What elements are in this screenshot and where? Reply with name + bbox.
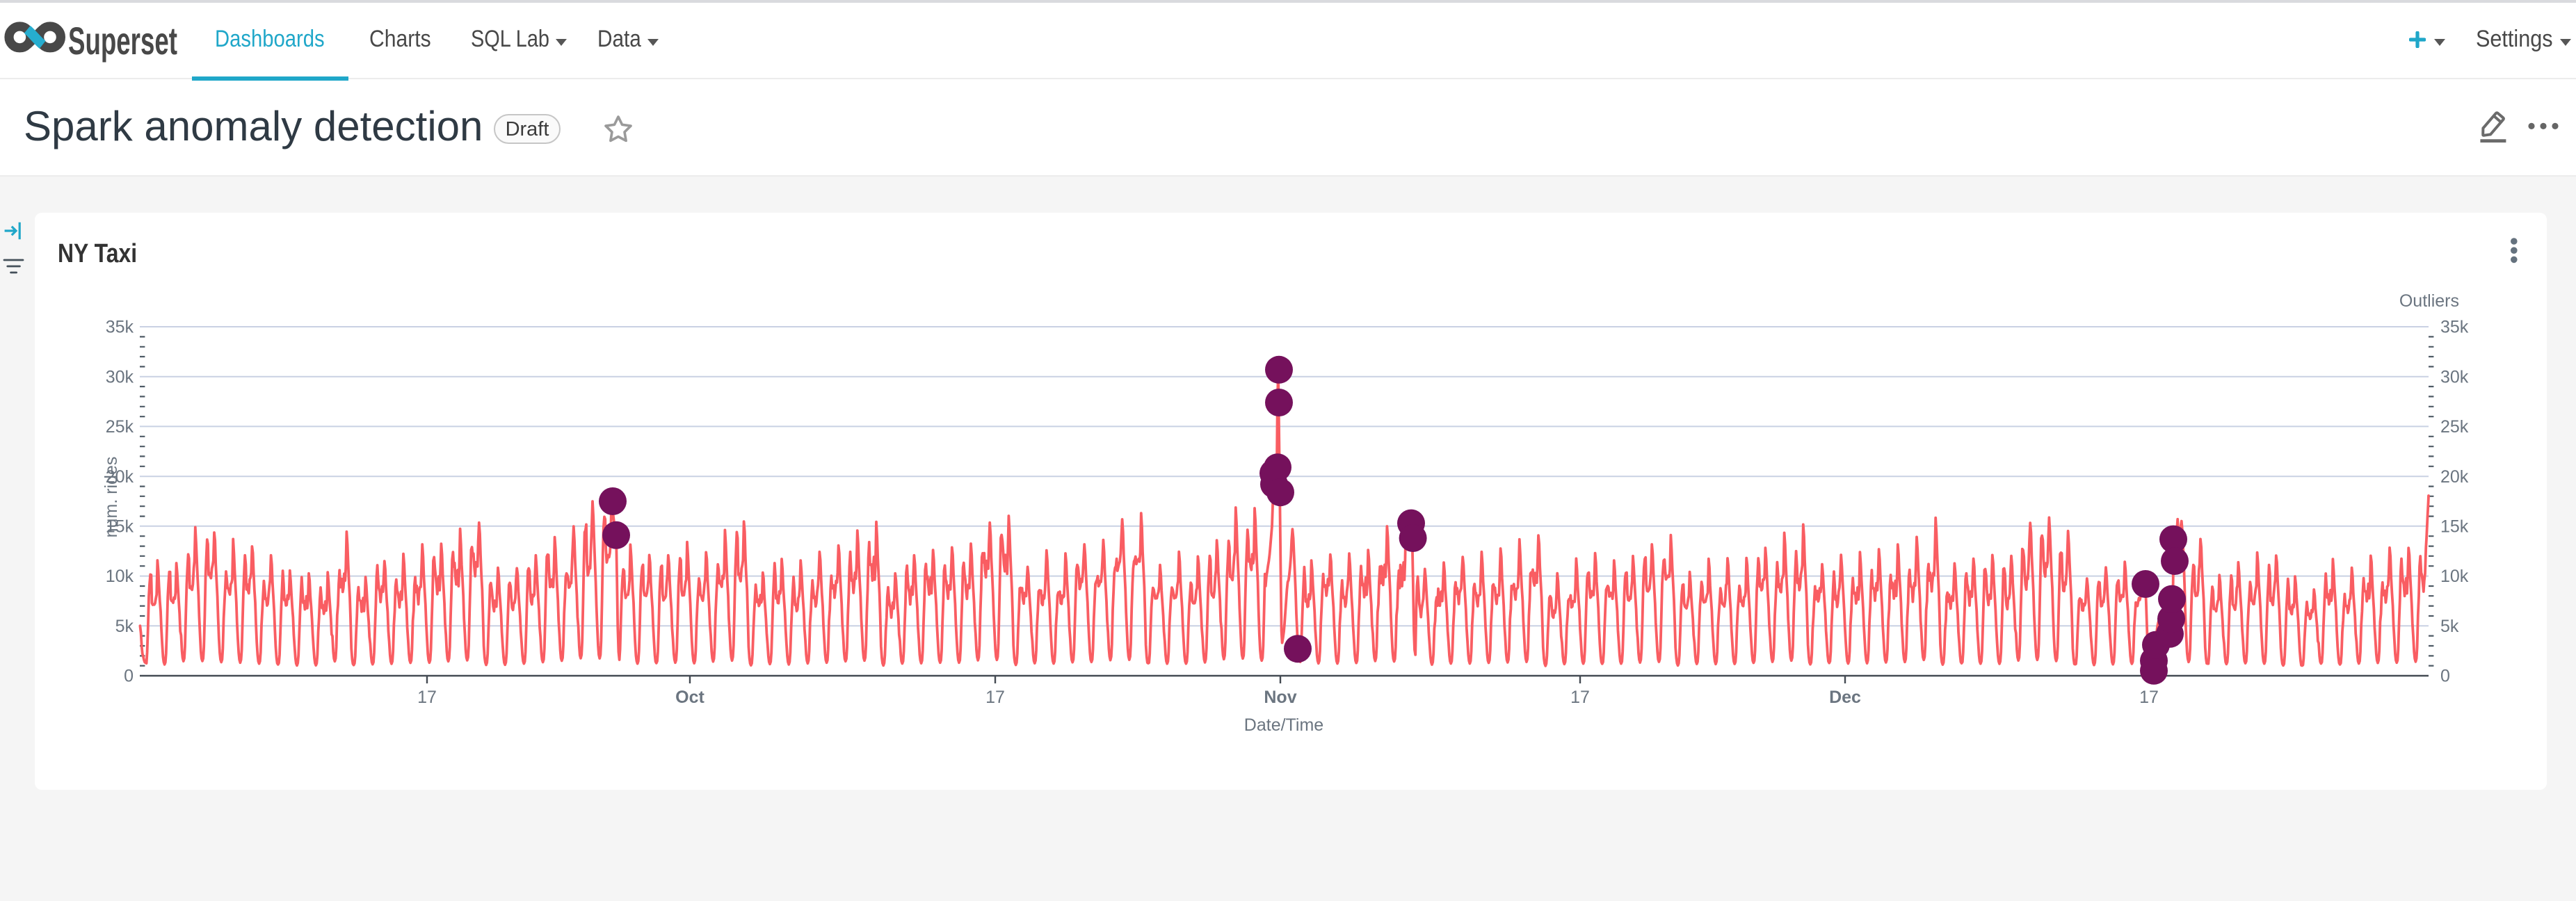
svg-text:num. rides: num. rides [102, 457, 121, 538]
svg-text:15k: 15k [106, 517, 134, 536]
svg-text:10k: 10k [106, 567, 134, 586]
svg-text:0: 0 [124, 667, 134, 686]
svg-text:Outliers: Outliers [2399, 291, 2459, 311]
svg-text:17: 17 [1570, 688, 1590, 707]
svg-text:17: 17 [417, 688, 437, 707]
svg-text:Nov: Nov [1264, 688, 1296, 707]
svg-text:15k: 15k [2440, 517, 2469, 536]
svg-text:35k: 35k [106, 318, 134, 337]
svg-text:5k: 5k [2440, 617, 2459, 636]
svg-text:0: 0 [2440, 667, 2450, 686]
svg-text:Date/Time: Date/Time [1244, 715, 1323, 735]
svg-text:Dec: Dec [1829, 688, 1861, 707]
svg-text:30k: 30k [106, 367, 134, 387]
svg-text:17: 17 [2139, 688, 2159, 707]
svg-text:30k: 30k [2440, 367, 2469, 387]
svg-text:5k: 5k [115, 617, 134, 636]
svg-text:10k: 10k [2440, 567, 2469, 586]
svg-text:20k: 20k [106, 467, 134, 487]
svg-text:20k: 20k [2440, 467, 2469, 487]
svg-text:25k: 25k [106, 417, 134, 437]
svg-text:25k: 25k [2440, 417, 2469, 437]
svg-text:35k: 35k [2440, 318, 2469, 337]
svg-text:17: 17 [985, 688, 1005, 707]
svg-text:Oct: Oct [675, 688, 705, 707]
